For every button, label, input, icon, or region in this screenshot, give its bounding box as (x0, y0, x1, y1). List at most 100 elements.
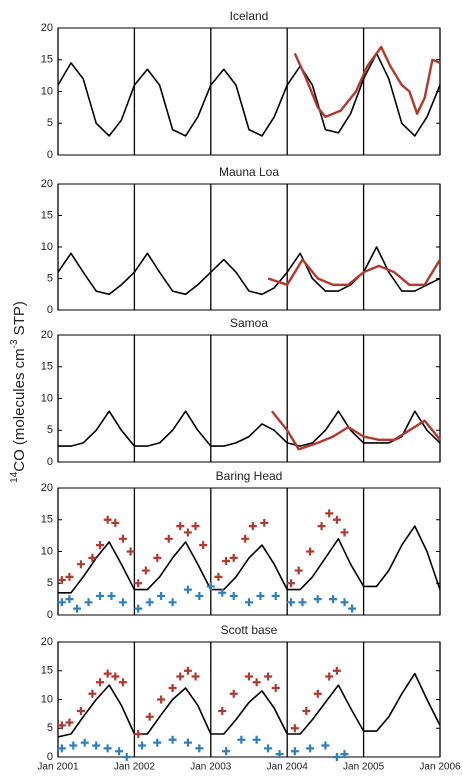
y-tick-label: 10 (41, 693, 53, 705)
plus-marker (103, 669, 112, 678)
plus-marker (245, 672, 253, 681)
plus-marker (332, 666, 341, 675)
plus-marker (256, 591, 265, 600)
plus-marker (183, 585, 192, 594)
plus-marker (80, 738, 89, 747)
y-tick-label: 10 (41, 85, 53, 97)
plus-marker (118, 598, 127, 607)
x-tick-label: Jan 2006 (419, 762, 461, 773)
plus-marker (206, 582, 215, 591)
x-tick-label: Jan 2003 (190, 762, 232, 773)
plus-marker (241, 534, 250, 543)
y-tick-label: 15 (41, 665, 53, 677)
y-tick-label: 10 (41, 392, 53, 404)
plus-marker (302, 707, 311, 715)
x-tick-label: Jan 2004 (267, 762, 309, 773)
plus-marker (96, 541, 105, 550)
plus-marker (157, 591, 166, 600)
plus-marker (115, 747, 124, 756)
plus-marker (138, 741, 147, 750)
plot-frame (57, 641, 441, 758)
plus-marker (168, 684, 177, 692)
plus-marker (325, 509, 334, 518)
plus-marker (252, 735, 261, 744)
plus-marker (222, 747, 231, 756)
x-tick-label: Jan 2005 (343, 762, 385, 773)
plus-marker (290, 724, 299, 733)
y-axis-label: 14CO (molecules cm-3 STP) (9, 301, 28, 483)
plus-marker (111, 672, 120, 681)
plus-marker (111, 518, 120, 527)
plus-marker (168, 598, 177, 607)
plus-marker (222, 557, 231, 566)
panel-title: Iceland (230, 9, 269, 23)
series-line (58, 410, 441, 447)
plus-marker (332, 753, 341, 761)
plus-marker (65, 572, 74, 581)
plus-marker (57, 744, 66, 753)
plus-marker (248, 522, 257, 531)
plus-marker (237, 735, 246, 744)
plus-marker (92, 741, 101, 750)
panel-title: Mauna Loa (219, 165, 279, 179)
plus-marker (57, 721, 66, 730)
plus-marker (176, 522, 185, 531)
y-tick-label: 15 (41, 514, 53, 526)
plus-marker (294, 566, 303, 575)
y-axis-label-part: 14 (9, 471, 20, 483)
plus-marker (306, 547, 315, 556)
panel-title: Samoa (230, 316, 268, 330)
plus-marker (317, 522, 326, 531)
plus-marker (57, 576, 66, 585)
y-tick-label: 0 (47, 149, 53, 161)
plus-marker (107, 591, 116, 600)
plus-marker (229, 689, 238, 698)
plus-marker (290, 747, 299, 756)
series-line (57, 672, 441, 738)
plus-marker (191, 522, 200, 531)
plus-marker (264, 672, 273, 681)
y-tick-label: 5 (47, 424, 53, 436)
plus-marker (126, 547, 135, 556)
y-tick-label: 15 (41, 361, 53, 373)
plus-marker (134, 579, 143, 588)
plus-marker (134, 730, 143, 738)
series-line (267, 258, 442, 286)
y-axis-label-part: STP) (11, 301, 28, 339)
plus-marker (329, 595, 338, 604)
plus-marker (69, 741, 78, 750)
plus-marker (168, 735, 177, 744)
plus-marker (96, 678, 105, 687)
plus-marker (103, 744, 112, 753)
series-line (57, 246, 441, 296)
y-axis-label-part: -3 (9, 339, 20, 348)
plus-marker (195, 591, 204, 600)
y-tick-label: 20 (41, 482, 53, 494)
y-tick-label: 15 (41, 54, 53, 66)
panel-title: Baring Head (216, 469, 283, 483)
plus-marker (96, 591, 105, 600)
plus-marker (103, 515, 112, 524)
y-tick-label: 5 (47, 577, 53, 589)
plus-marker (271, 684, 280, 692)
plus-marker (191, 672, 200, 681)
y-axis-label-part: CO (molecules cm (11, 348, 28, 471)
y-tick-label: 10 (41, 241, 53, 253)
y-tick-label: 0 (47, 609, 53, 621)
y-tick-label: 5 (47, 117, 53, 129)
plus-marker (183, 666, 192, 675)
plus-marker (84, 598, 93, 607)
plus-marker (134, 604, 143, 613)
plus-marker (145, 712, 154, 721)
plus-marker (340, 598, 349, 607)
plus-marker (153, 738, 162, 747)
plus-marker (199, 541, 208, 550)
y-tick-label: 5 (47, 272, 53, 284)
y-tick-label: 5 (47, 722, 53, 734)
plus-marker (229, 591, 238, 600)
plus-marker (214, 572, 223, 581)
plus-marker (183, 738, 192, 747)
series-line (293, 45, 441, 119)
